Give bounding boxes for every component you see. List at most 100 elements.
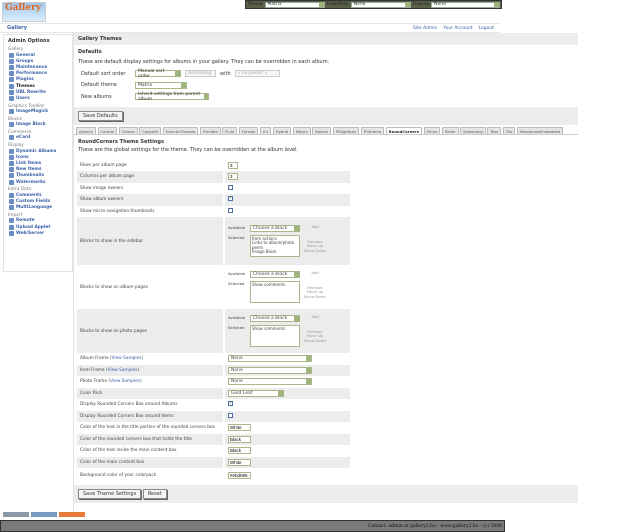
item-frame-select[interactable]: None	[228, 366, 312, 374]
show-album-owners-checkbox[interactable]	[228, 195, 233, 202]
micro-nav-checkbox[interactable]	[228, 207, 233, 213]
bg-color-input[interactable]	[228, 471, 251, 479]
sidebar-available-select[interactable]: Choose a block	[250, 225, 300, 232]
tab-splashang[interactable]: Splashang	[460, 126, 486, 134]
content-box-color-input[interactable]	[228, 458, 251, 466]
list-item[interactable]: Show comments	[252, 282, 286, 287]
new-albums-select[interactable]: Inherit settings from parent album	[135, 92, 209, 102]
sidebar-selected-list[interactable]: Item actions Links to album/photo peers Im…	[250, 235, 300, 257]
badge-icon[interactable]	[31, 512, 57, 517]
tab-pglightbox[interactable]: PGlightbox	[332, 126, 360, 134]
color-pack-select[interactable]: Gold Leaf	[228, 389, 284, 397]
sidebar-item-icons[interactable]: Icons	[9, 154, 68, 160]
badge-icon[interactable]	[3, 512, 29, 517]
sidebar-item-new-items[interactable]: New Items	[9, 167, 68, 173]
sidebar-item-web-server[interactable]: Web/Server	[9, 230, 68, 236]
add-button[interactable]: Add	[311, 270, 319, 275]
reset-button[interactable]: Reset	[142, 489, 167, 499]
rows-per-page-input[interactable]	[228, 161, 238, 169]
sidebar-item-custom-fields[interactable]: Custom Fields	[9, 198, 68, 204]
view-samples-link[interactable]: View Samples	[111, 356, 142, 362]
view-samples-link[interactable]: View Samples	[110, 379, 140, 385]
colorpack-select[interactable]: None	[350, 1, 411, 8]
move-down-button[interactable]: Move Down	[303, 247, 327, 253]
columns-per-page-input[interactable]	[228, 173, 238, 181]
sidebar-item-maintenance[interactable]: Maintenance	[9, 64, 68, 70]
sidebar-item-groups[interactable]: Groups	[9, 58, 68, 64]
sidebar-item-multilanguage[interactable]: MultiLanguage	[9, 205, 68, 211]
photo-selected-list[interactable]: Show comments	[250, 325, 300, 347]
sidebar-item-ecard[interactable]: eCard	[9, 135, 68, 141]
breadcrumb-gallery[interactable]: Gallery	[7, 25, 28, 31]
tab-hybrid[interactable]: Hybrid	[272, 126, 292, 134]
save-theme-settings-button[interactable]: Save Theme Settings	[78, 489, 142, 499]
move-up-button[interactable]: Move Up	[306, 243, 324, 249]
your-account-link[interactable]: Your Account	[443, 26, 473, 31]
badge-icon[interactable]	[59, 512, 85, 517]
frames-select[interactable]: None	[431, 1, 501, 8]
list-item[interactable]: Show comments	[252, 326, 286, 331]
tab-pgtheme[interactable]: PGtheme	[360, 126, 385, 134]
tab-slider[interactable]: Slider	[441, 126, 459, 134]
tab-tass[interactable]: Tass	[487, 126, 502, 134]
photo-available-select[interactable]: Choose a block	[250, 315, 300, 322]
add-button[interactable]: Add	[311, 314, 319, 319]
tab-matrix[interactable]: Matrix	[292, 126, 311, 134]
add-button[interactable]: Add	[311, 224, 319, 229]
tab-classic[interactable]: Classic	[118, 126, 138, 134]
move-up-button[interactable]: Move Up	[306, 289, 324, 295]
tab-siriux[interactable]: Siriux	[423, 126, 441, 134]
album-available-select[interactable]: Choose a block	[250, 271, 300, 278]
sidebar-item-upload-applet[interactable]: Upload Applet	[9, 224, 68, 230]
tab-ajaxian[interactable]: Ajaxian	[76, 126, 97, 134]
tab-flexible[interactable]: Flexible	[199, 126, 221, 134]
sort-direction-select[interactable]: Ascending	[185, 70, 216, 78]
sidebar-item-general[interactable]: General	[9, 52, 68, 58]
view-samples-link[interactable]: View Samples	[107, 367, 138, 373]
sidebar-item-thumbnails[interactable]: Thumbnails	[9, 173, 68, 179]
logout-link[interactable]: Logout	[478, 26, 494, 31]
remove-button[interactable]: Remove	[307, 239, 323, 244]
tab-wordpressembedded[interactable]: WordpressEmbedded	[516, 126, 564, 134]
sidebar-item-watermarks[interactable]: Watermarks	[9, 179, 68, 185]
sidebar-item-plugins[interactable]: Plugins	[9, 77, 68, 83]
sidebar-item-url-rewrite[interactable]: URL Rewrite	[9, 89, 68, 95]
remove-button[interactable]: Remove	[307, 285, 323, 290]
sidebar-item-imagemagick[interactable]: ImageMagick	[9, 109, 68, 115]
content-text-color-input[interactable]	[228, 447, 251, 455]
sort-preset-select[interactable]: « no preset »	[234, 70, 280, 78]
sidebar-item-remote[interactable]: Remote	[9, 218, 68, 224]
sidebar-item-image-block[interactable]: Image Block	[9, 122, 68, 128]
rc-items-checkbox[interactable]	[228, 412, 233, 418]
sidebar-item-themes[interactable]: Themes	[9, 83, 68, 89]
list-item[interactable]: Image Block	[252, 248, 277, 254]
move-down-button[interactable]: Move Down	[303, 337, 327, 343]
move-down-button[interactable]: Move Down	[303, 293, 327, 299]
theme-select[interactable]: Matrix	[264, 1, 325, 8]
tab-carbon[interactable]: Carbon	[97, 126, 118, 134]
tab-copyleft[interactable]: Copyleft	[139, 126, 162, 134]
tab-g1[interactable]: G1	[259, 126, 272, 134]
tab-fluid[interactable]: Fluid	[222, 126, 238, 134]
tab-roundcorners[interactable]: RoundCorners	[385, 126, 422, 134]
sidebar-item-link-items[interactable]: Link Items	[9, 160, 68, 167]
site-admin-link[interactable]: Site Admin	[412, 26, 438, 31]
sidebar-item-dynamic-albums[interactable]: Dynamic Albums	[9, 148, 68, 154]
title-box-color-input[interactable]	[228, 435, 251, 443]
album-selected-list[interactable]: Show comments	[250, 281, 300, 303]
sidebar-item-comments[interactable]: Comments	[9, 192, 68, 198]
rc-albums-checkbox[interactable]	[228, 400, 233, 407]
list-item[interactable]: Item actions	[252, 236, 277, 241]
tab-forsale[interactable]: Forsale	[238, 126, 259, 134]
sort-order-select[interactable]: Manual sort order	[135, 69, 181, 79]
remove-button[interactable]: Remove	[307, 329, 323, 334]
tab-tile[interactable]: Tile	[502, 126, 516, 134]
album-frame-select[interactable]: None	[228, 355, 312, 363]
title-text-color-input[interactable]	[228, 424, 251, 432]
save-defaults-button[interactable]: Save Defaults	[78, 110, 123, 121]
move-up-button[interactable]: Move Up	[306, 333, 324, 339]
tab-eclecticthreads[interactable]: EclecticThreads	[162, 126, 199, 134]
show-image-owners-checkbox[interactable]	[228, 184, 233, 190]
gallery-logo[interactable]: Gallery	[2, 2, 46, 22]
sidebar-item-performance[interactable]: Performance	[9, 71, 68, 77]
